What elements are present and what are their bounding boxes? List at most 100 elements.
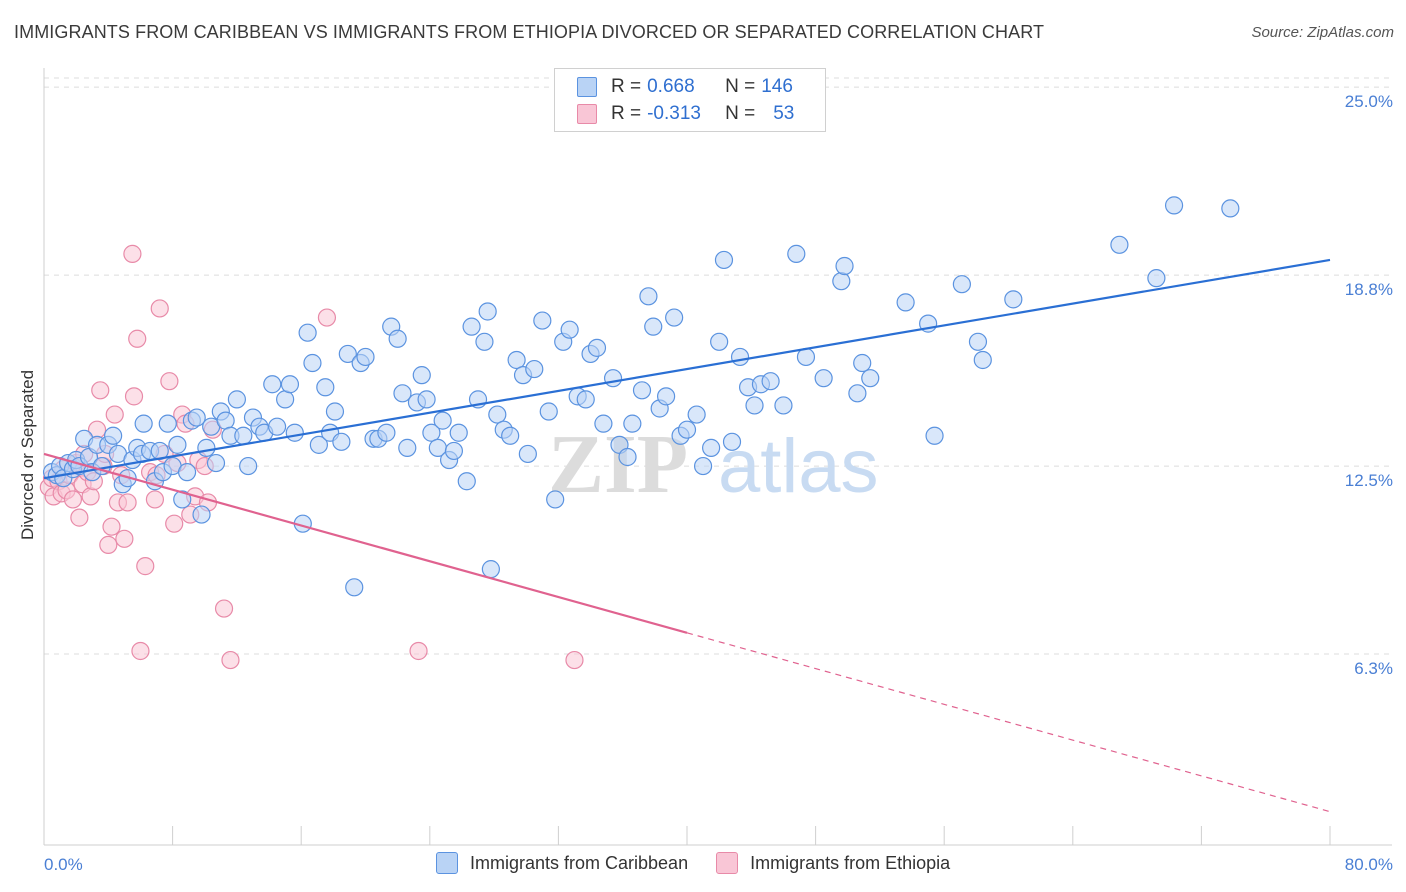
ethiopia-point [136, 557, 155, 576]
caribbean-point [925, 426, 944, 445]
caribbean-point [377, 423, 396, 442]
caribbean-point [197, 438, 216, 457]
caribbean-point [814, 369, 833, 388]
caribbean-point [412, 366, 431, 385]
caribbean-point [710, 332, 729, 351]
caribbean-point [539, 402, 558, 421]
caribbean-point [422, 423, 441, 442]
caribbean-point [677, 420, 697, 439]
caribbean-point [1110, 235, 1129, 254]
y-tick-label: 6.3% [1354, 659, 1393, 678]
caribbean-point [968, 332, 988, 351]
caribbean-point [722, 432, 742, 451]
x-tick-label: 0.0% [44, 855, 83, 874]
caribbean-point [177, 463, 197, 482]
ethiopia-point [91, 381, 110, 400]
caribbean-trend-line [43, 258, 1331, 480]
caribbean-point [478, 302, 497, 321]
caribbean-point [657, 387, 676, 406]
caribbean-point [192, 505, 211, 524]
ethiopia-point [165, 514, 184, 533]
caribbean-point [332, 432, 351, 451]
caribbean-point [104, 426, 123, 445]
ethiopia-point [99, 535, 118, 554]
caribbean-point [187, 408, 206, 427]
legend-n-label: N = [725, 103, 756, 124]
ethiopia-legend-label: Immigrants from Ethiopia [750, 852, 951, 873]
caribbean-point [832, 272, 851, 291]
ethiopia-trend-extension [686, 632, 1331, 813]
legend-item-caribbean: Immigrants from Caribbean [436, 852, 688, 874]
caribbean-point [417, 390, 436, 409]
caribbean-point [639, 287, 658, 306]
caribbean-point [267, 417, 287, 436]
ethiopia-point [105, 405, 124, 424]
caribbean-point [973, 350, 992, 370]
caribbean-legend-swatch [436, 852, 458, 874]
chart-title: IMMIGRANTS FROM CARIBBEAN VS IMMIGRANTS … [14, 22, 1045, 42]
caribbean-point [433, 411, 452, 430]
caribbean-point [665, 308, 684, 327]
ethiopia-point [102, 517, 121, 536]
trend-lines [43, 258, 1331, 813]
caribbean-point [216, 411, 235, 430]
caribbean-point [546, 490, 565, 509]
caribbean-point [787, 244, 806, 263]
legend-r-label: R = [611, 103, 642, 124]
ethiopia-point [150, 299, 169, 318]
gridlines [44, 77, 1392, 655]
ethiopia-point [123, 244, 142, 263]
ethiopia-swatch [577, 104, 597, 124]
caribbean-point [158, 414, 177, 433]
caribbean-point [1147, 269, 1166, 288]
caribbean-point [835, 256, 854, 276]
ethiopia-point [118, 493, 137, 512]
caribbean-point [501, 426, 520, 445]
caribbean-point [325, 402, 345, 421]
legend-row-ethiopia: R = -0.313 N = 53 [577, 102, 794, 126]
caribbean-point [134, 414, 153, 433]
legend-item-ethiopia: Immigrants from Ethiopia [716, 852, 950, 874]
caribbean-point [280, 375, 300, 394]
caribbean-point [206, 453, 226, 473]
caribbean-point [714, 250, 734, 270]
caribbean-point [285, 423, 304, 442]
caribbean-point [475, 332, 494, 351]
caribbean-point [462, 317, 481, 336]
ethiopia-point [70, 508, 89, 527]
caribbean-point [263, 375, 282, 394]
tick-labels: 6.3% 12.5% 18.8% 25.0% 0.0% 80.0% [44, 92, 1393, 874]
ethiopia-point [63, 490, 83, 509]
caribbean-point [623, 414, 642, 433]
caribbean-point [525, 359, 544, 379]
caribbean-point [861, 369, 880, 388]
watermark: ZIP atlas [548, 418, 879, 511]
caribbean-point [518, 444, 537, 464]
series-caribbean [42, 196, 1240, 597]
caribbean-point [356, 347, 375, 367]
caribbean-point [560, 320, 579, 339]
caribbean-point [702, 438, 721, 457]
caribbean-point [234, 426, 253, 445]
caribbean-point [388, 329, 407, 348]
legend-n-label: N = [725, 76, 756, 97]
caribbean-point [644, 317, 663, 336]
ethiopia-point [128, 329, 147, 348]
caribbean-point [730, 347, 750, 367]
caribbean-point [774, 396, 793, 415]
caribbean-point [449, 423, 468, 442]
caribbean-swatch [577, 77, 597, 97]
watermark-zip: ZIP [548, 418, 688, 511]
ethiopia-point [124, 387, 144, 406]
caribbean-point [618, 447, 637, 467]
x-tick-label: 80.0% [1345, 855, 1393, 874]
caribbean-point [896, 293, 915, 312]
correlation-legend: R = 0.668 N = 146 R = -0.313 N = 53 [554, 68, 826, 132]
ethiopia-legend-swatch [716, 852, 739, 874]
caribbean-point [457, 472, 476, 491]
legend-n-value: 146 [761, 76, 793, 97]
caribbean-point [761, 372, 780, 391]
axes [43, 68, 1392, 846]
caribbean-point [594, 414, 613, 433]
